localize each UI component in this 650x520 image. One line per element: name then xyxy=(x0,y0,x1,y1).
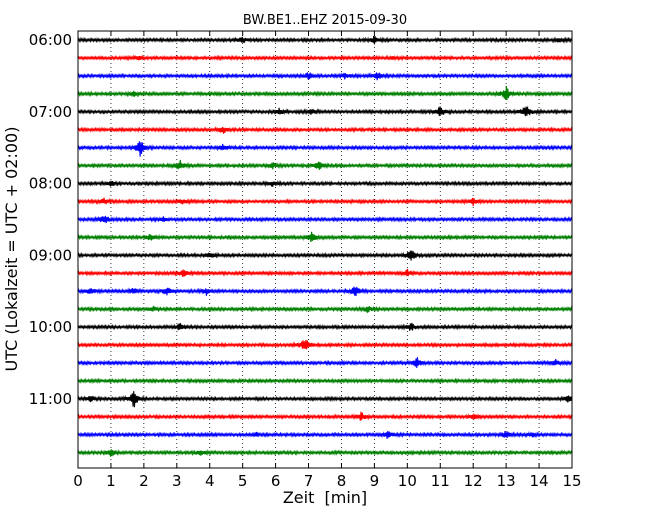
y-tick-label: 07:00 xyxy=(29,103,72,121)
seismogram-trace xyxy=(77,215,573,223)
seismogram-trace xyxy=(77,72,573,81)
seismogram-trace xyxy=(77,106,573,117)
seismogram-trace xyxy=(77,268,573,277)
chart-title: BW.BE1..EHZ 2015-09-30 xyxy=(243,13,407,28)
seismogram-trace xyxy=(77,391,573,408)
x-tick-label: 12 xyxy=(464,472,483,490)
x-axis-label: Zeit [min] xyxy=(283,488,367,507)
seismogram-trace xyxy=(77,36,573,45)
y-tick-label: 10:00 xyxy=(29,318,72,336)
y-tick-label: 06:00 xyxy=(29,31,72,49)
seismogram-trace xyxy=(77,54,573,62)
x-tick-label: 15 xyxy=(562,472,581,490)
seismogram-trace xyxy=(77,411,573,421)
seismogram-trace xyxy=(77,357,573,368)
x-tick-label: 13 xyxy=(497,472,516,490)
seismogram-traces xyxy=(77,36,573,457)
seismogram-trace xyxy=(77,305,573,313)
x-tick-label: 4 xyxy=(205,472,215,490)
seismogram-trace xyxy=(77,339,573,350)
x-tick-label: 5 xyxy=(238,472,248,490)
y-tick-label: 08:00 xyxy=(29,175,72,193)
y-tick-label: 09:00 xyxy=(29,246,72,264)
y-tick-label: 11:00 xyxy=(29,390,72,408)
x-tick-label: 7 xyxy=(304,472,314,490)
x-tick-label: 14 xyxy=(530,472,549,490)
seismogram-trace xyxy=(77,286,573,297)
seismogram-trace xyxy=(77,322,573,331)
x-axis-ticks: 0 1 2 3 4 5 6 7 8 9 10 11 12 13 14 15 xyxy=(73,31,582,490)
x-tick-label: 2 xyxy=(139,472,149,490)
x-tick-label: 6 xyxy=(271,472,281,490)
seismogram-trace xyxy=(77,141,573,157)
x-tick-label: 11 xyxy=(431,472,450,490)
seismogram-trace xyxy=(77,377,573,385)
seismogram-trace xyxy=(77,197,573,207)
seismogram-trace xyxy=(77,430,573,439)
y-axis-ticks: 06:00 07:00 08:00 09:00 10:00 11:00 xyxy=(29,31,572,408)
seismogram-trace xyxy=(77,250,573,261)
x-tick-label: 1 xyxy=(106,472,116,490)
plot-frame xyxy=(77,30,573,469)
seismogram-trace xyxy=(77,231,573,243)
x-tick-label: 9 xyxy=(370,472,380,490)
x-tick-label: 0 xyxy=(73,472,83,490)
seismogram-trace xyxy=(77,449,573,457)
x-tick-label: 3 xyxy=(172,472,182,490)
seismogram-trace xyxy=(77,85,573,100)
x-tick-label: 10 xyxy=(398,472,417,490)
y-axis-label: UTC (Lokalzeit = UTC + 02:00) xyxy=(2,127,21,372)
x-tick-label: 8 xyxy=(337,472,347,490)
vertical-gridlines xyxy=(110,31,540,468)
seismogram-trace xyxy=(77,180,573,188)
seismogram-trace xyxy=(77,126,573,134)
seismogram-trace xyxy=(77,159,573,170)
